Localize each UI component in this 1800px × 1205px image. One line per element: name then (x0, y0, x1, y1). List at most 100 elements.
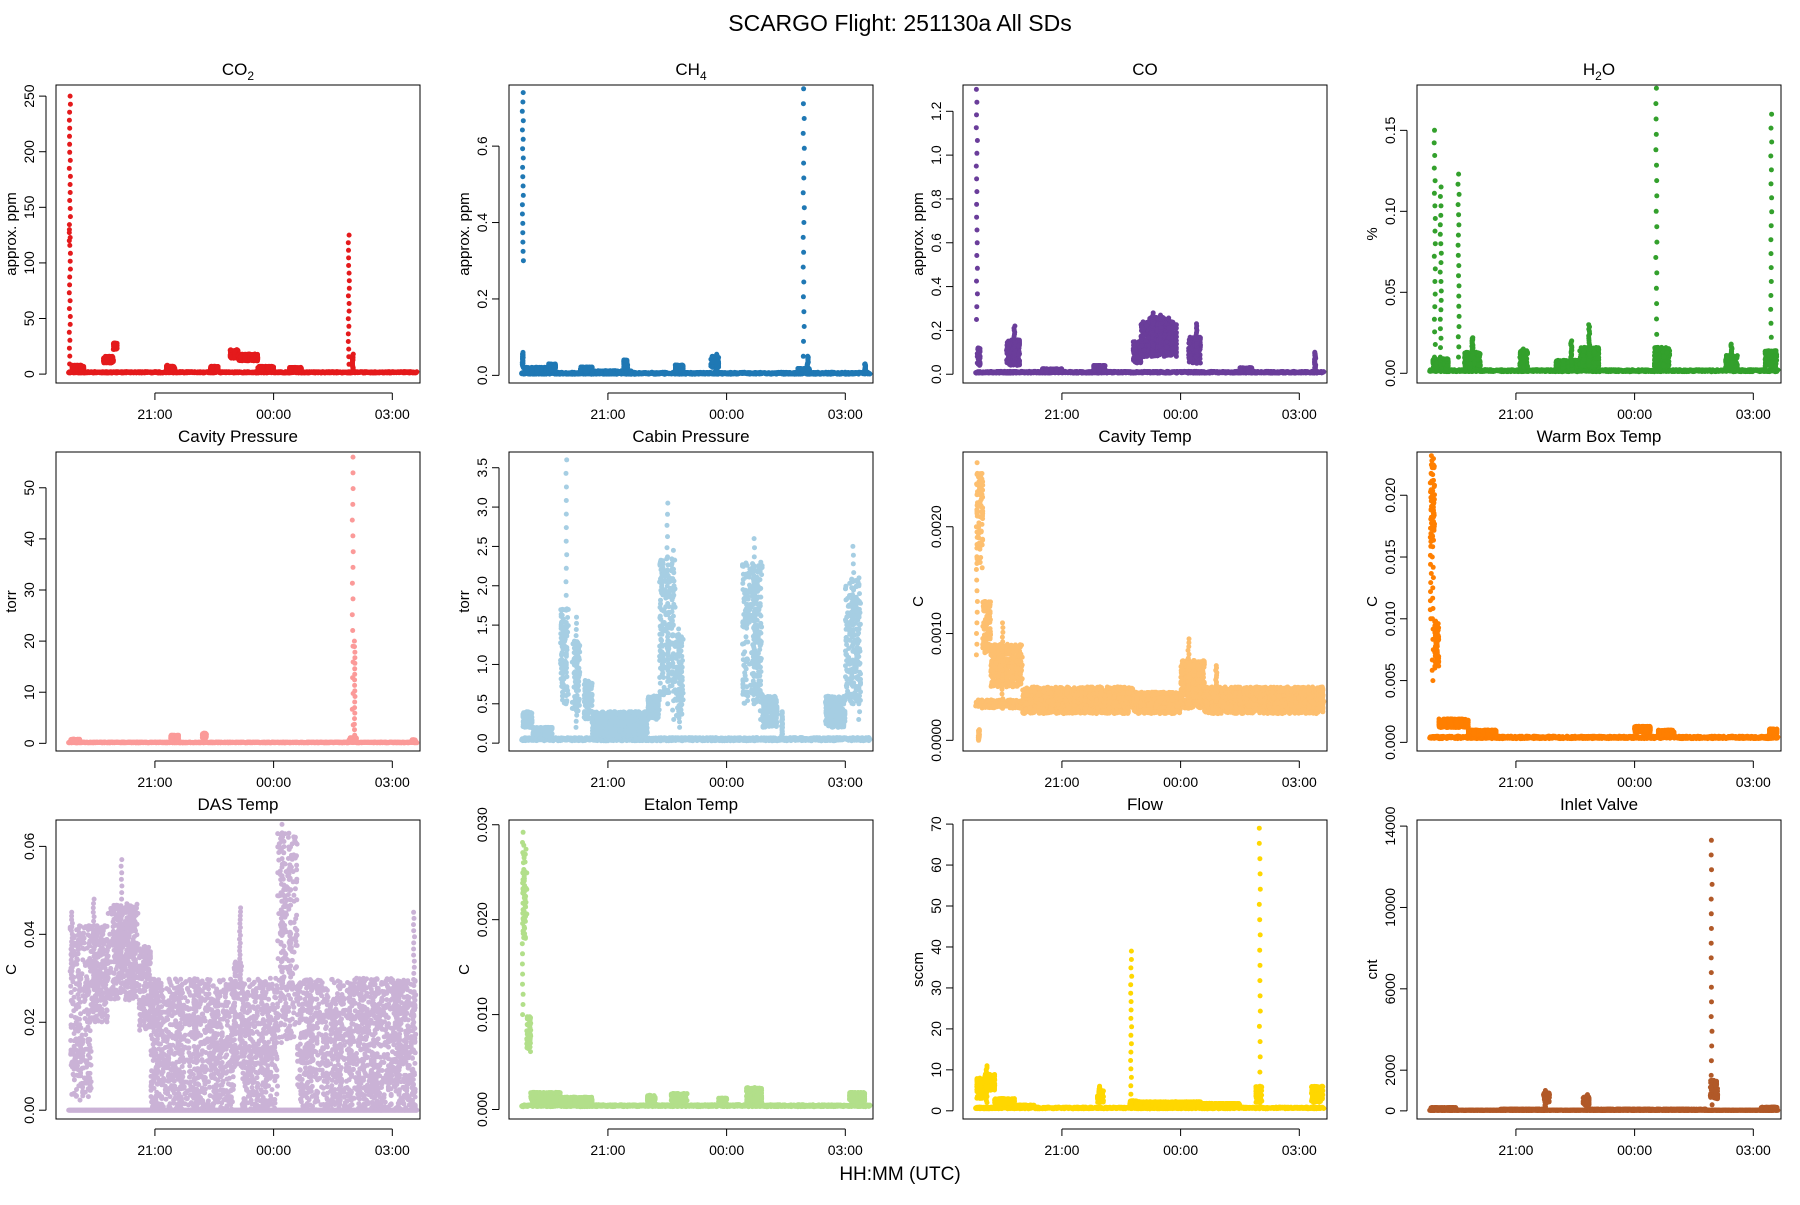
panel-title: CH4 (675, 60, 707, 83)
scatter-points (519, 86, 872, 376)
data-point (68, 251, 73, 256)
data-point (346, 331, 351, 336)
data-point (249, 357, 254, 362)
data-point (414, 369, 419, 374)
x-tick-label: 00:00 (709, 406, 744, 422)
y-tick-label: 0 (21, 370, 37, 378)
data-point (68, 190, 73, 195)
data-point (67, 362, 72, 367)
data-point (170, 367, 175, 372)
y-axis-label: approx. ppm (3, 192, 20, 275)
y-tick-label: 150 (21, 195, 37, 219)
panel-title-subscript: 4 (700, 69, 707, 83)
data-point (67, 282, 72, 287)
data-point (68, 267, 73, 272)
data-point (68, 314, 73, 319)
x-tick-label: 21:00 (590, 406, 625, 422)
panel-title-main: CO (222, 60, 248, 79)
data-point (346, 240, 351, 245)
data-point (68, 214, 73, 219)
data-point (67, 126, 72, 131)
y-tick-label: 0.0 (474, 365, 490, 385)
data-point (67, 150, 72, 155)
data-point (67, 275, 72, 280)
data-point (238, 354, 243, 359)
data-point (67, 110, 72, 115)
data-point (347, 233, 352, 238)
data-point (347, 271, 352, 276)
data-point (346, 255, 351, 260)
data-point (347, 309, 352, 314)
x-tick-label: 00:00 (256, 406, 291, 422)
data-point (68, 102, 73, 107)
data-point (347, 278, 352, 283)
data-point (288, 366, 293, 371)
plot-frame (56, 85, 420, 383)
data-point (67, 142, 72, 147)
data-point (260, 366, 265, 371)
y-axis-label: approx. ppm (456, 192, 473, 275)
data-point (346, 369, 351, 374)
data-point (347, 301, 352, 306)
data-point (228, 354, 233, 359)
y-tick-label: 250 (21, 84, 37, 108)
data-point (210, 366, 215, 371)
data-point (346, 293, 351, 298)
figure: SCARGO Flight: 251130a All SDs CO2 21:00 0… (0, 0, 1800, 1200)
data-point (111, 343, 116, 348)
data-point (68, 182, 73, 187)
data-point (67, 198, 72, 203)
data-point (228, 348, 233, 353)
data-point (67, 230, 72, 235)
panel-0: CO221:0000:0003:00050100150200250approx.… (3, 60, 420, 422)
data-point (67, 243, 72, 248)
data-point (68, 158, 73, 163)
x-tick-label: 03:00 (828, 406, 863, 422)
data-point (346, 324, 351, 329)
data-point (346, 339, 351, 344)
data-point (165, 363, 170, 368)
data-point (297, 367, 302, 372)
data-point (67, 330, 72, 335)
data-point (79, 366, 84, 371)
data-point (67, 238, 72, 243)
data-point (110, 357, 115, 362)
data-point (67, 134, 72, 139)
data-point (347, 286, 352, 291)
y-tick-label: 200 (21, 140, 37, 164)
data-point (346, 316, 351, 321)
data-point (68, 94, 73, 99)
data-point (266, 366, 271, 371)
data-point (68, 298, 73, 303)
panel-title-subscript: 2 (247, 69, 254, 83)
panel-title-main: CH (675, 60, 700, 79)
data-point (68, 259, 73, 264)
data-point (68, 174, 73, 179)
data-point (105, 357, 110, 362)
data-point (232, 349, 237, 354)
data-point (67, 369, 72, 374)
y-tick-label: 0.6 (474, 136, 490, 156)
data-point (67, 306, 72, 311)
data-point (68, 322, 73, 327)
panel-title: CO2 (222, 60, 255, 83)
plot-frame (509, 85, 873, 383)
data-point (67, 346, 72, 351)
data-point (249, 352, 254, 357)
data-point (346, 347, 351, 352)
data-point (67, 166, 72, 171)
data-point (67, 354, 72, 359)
x-tick-label: 03:00 (375, 406, 410, 422)
data-point (67, 338, 72, 343)
y-tick-label: 100 (21, 251, 37, 275)
data-point (67, 118, 72, 123)
data-point (67, 290, 72, 295)
y-tick-label: 0.4 (474, 213, 490, 233)
data-point (68, 206, 73, 211)
data-point (346, 248, 351, 253)
main-title: SCARGO Flight: 251130a All SDs (0, 10, 1800, 37)
data-point (67, 222, 72, 227)
scatter-points (66, 94, 419, 376)
data-point (346, 263, 351, 268)
